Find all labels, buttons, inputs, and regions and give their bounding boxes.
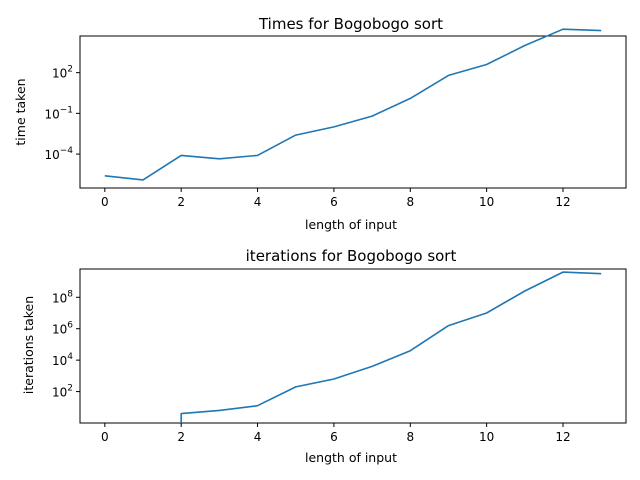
x-tick-label: 2	[177, 195, 185, 209]
chart-title: iterations for Bogobogo sort	[246, 247, 457, 265]
y-tick-label: 106	[52, 321, 73, 337]
x-axis-label: length of input	[305, 450, 397, 465]
x-tick-label: 8	[406, 430, 414, 444]
y-tick-label: 10−1	[44, 105, 73, 121]
y-axis: 102 10−1 10−4	[44, 65, 80, 162]
x-tick-label: 0	[101, 195, 109, 209]
x-tick-label: 6	[330, 195, 338, 209]
x-axis: 0 2 4 6 8 10 12	[101, 423, 571, 444]
chart-times: Times for Bogobogo sort 0 2 4 6 8 10 12 102 10−…	[13, 15, 627, 232]
y-axis-label: iterations taken	[21, 296, 36, 394]
chart-iterations: iterations for Bogobogo sort 0 2 4 6 8 10 12 1…	[21, 247, 627, 465]
y-tick-label: 104	[52, 352, 73, 368]
x-tick-label: 8	[406, 195, 414, 209]
x-axis: 0 2 4 6 8 10 12	[101, 188, 571, 209]
x-axis-label: length of input	[305, 217, 397, 232]
plot-frame	[79, 35, 627, 189]
x-tick-label: 2	[177, 430, 185, 444]
x-tick-label: 10	[479, 430, 494, 444]
y-tick-label: 102	[52, 384, 73, 400]
y-tick-label: 108	[52, 289, 73, 305]
y-tick-label: 10−4	[44, 146, 73, 162]
x-tick-label: 6	[330, 430, 338, 444]
y-tick-label: 102	[52, 65, 73, 81]
x-tick-label: 12	[555, 195, 570, 209]
y-axis-label: time taken	[13, 78, 28, 145]
x-tick-label: 10	[479, 195, 494, 209]
series-line	[180, 271, 602, 423]
plot-frame	[79, 268, 627, 424]
x-tick-label: 12	[555, 430, 570, 444]
x-tick-label: 4	[254, 430, 262, 444]
chart-title: Times for Bogobogo sort	[258, 15, 443, 33]
x-tick-label: 4	[254, 195, 262, 209]
y-axis: 102 104 106 108	[52, 289, 80, 400]
series-line	[104, 28, 602, 181]
x-tick-label: 0	[101, 430, 109, 444]
